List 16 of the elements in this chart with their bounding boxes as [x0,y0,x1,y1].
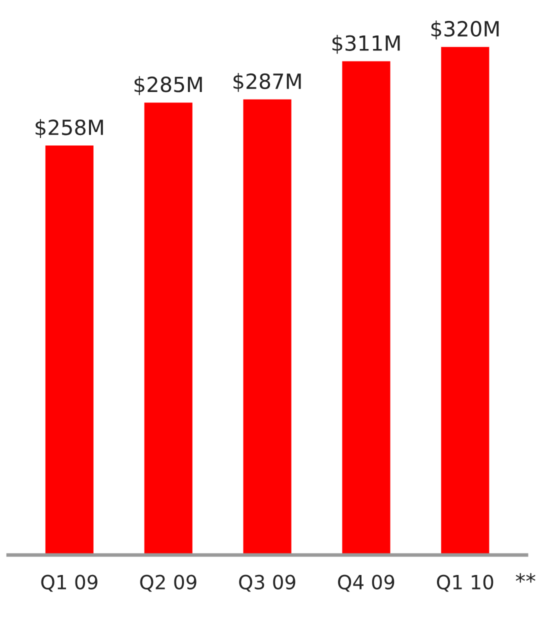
data-label: $285M [134,76,202,96]
bar [440,46,491,555]
data-label: $287M [234,72,301,92]
x-tick-label: Q1 10 [436,574,494,592]
x-tick-label: Q3 09 [239,574,296,592]
bar [340,60,392,555]
x-tick-label: Q4 09 [338,574,394,592]
data-label: $311M [332,34,400,54]
x-tick-label: Q2 09 [140,574,196,592]
data-label: $258M [36,119,103,138]
bar [142,101,194,555]
text: ** [516,573,536,583]
bar [44,144,95,555]
data-label: $320M [431,20,499,40]
bar [242,98,293,555]
x-tick-label: Q1 09 [41,574,98,592]
